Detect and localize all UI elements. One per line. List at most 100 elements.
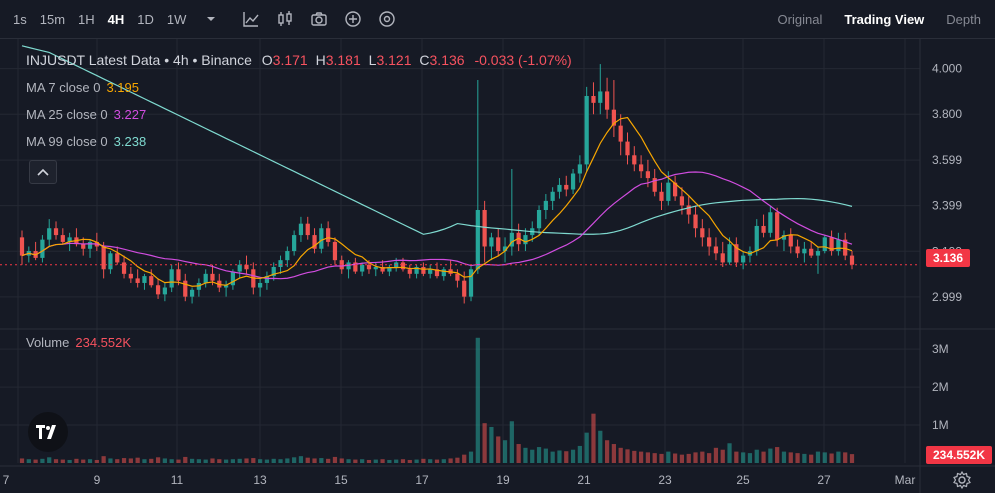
volume-bar	[795, 453, 800, 463]
ma25-value: 3.227	[113, 107, 147, 122]
volume-bar	[217, 459, 222, 463]
volume-bar	[155, 457, 161, 463]
volume-bar	[679, 454, 685, 463]
timeframe-1d[interactable]: 1D	[137, 11, 154, 27]
price-tick-label: 4.000	[932, 62, 962, 76]
candle-body	[230, 271, 236, 286]
camera-icon[interactable]	[310, 10, 328, 28]
high-label: H	[315, 52, 326, 68]
candle-body	[312, 235, 317, 249]
collapse-legend-button[interactable]	[29, 160, 57, 184]
timeframe-1h[interactable]: 1H	[78, 11, 95, 27]
volume-bar	[781, 451, 787, 463]
current-volume-tag: 234.552K	[926, 446, 992, 464]
volume-bar	[659, 453, 664, 463]
volume-bar	[428, 459, 433, 463]
ma25-legend: MA 25 close 0 3.227	[26, 107, 146, 122]
volume-value: 234.552K	[75, 335, 132, 350]
candle-body	[632, 155, 637, 165]
close-value: 3.136	[429, 52, 465, 68]
candle-body	[434, 269, 440, 277]
candle-body	[775, 212, 780, 240]
volume-legend: Volume 234.552K	[26, 335, 131, 350]
volume-bar	[604, 440, 610, 463]
volume-bar	[455, 457, 460, 463]
volume-bar	[468, 451, 474, 463]
time-tick-label: 7	[3, 473, 10, 487]
candle-body	[421, 267, 426, 274]
settings-gear-icon[interactable]	[952, 470, 972, 490]
candle-body	[223, 285, 229, 288]
time-tick-label: 27	[817, 473, 831, 487]
candle-body	[604, 91, 610, 110]
candle-body	[176, 269, 181, 281]
candle-body	[523, 235, 528, 245]
candle-body	[707, 237, 712, 247]
candle-body	[781, 235, 787, 240]
volume-bar	[421, 458, 426, 463]
candle-body	[387, 267, 392, 272]
volume-bar	[237, 458, 242, 463]
volume-bar	[312, 458, 317, 463]
crosshair-settings-icon[interactable]	[378, 10, 396, 28]
volume-bar	[482, 423, 487, 463]
ma99-legend: MA 99 close 0 3.238	[26, 134, 146, 149]
candle-body	[829, 237, 834, 252]
volume-bar	[244, 458, 249, 463]
volume-bar	[203, 459, 208, 463]
volume-bar	[298, 456, 304, 463]
volume-bar	[285, 458, 290, 463]
candle-body	[761, 225, 766, 233]
timeframe-1w[interactable]: 1W	[166, 11, 187, 27]
candlestick-chart[interactable]: 4.0003.8003.5993.3993.1992.9993M2M1M7911…	[0, 39, 995, 493]
high-value: 3.181	[325, 52, 361, 68]
volume-bar	[734, 451, 739, 463]
time-tick-label: 21	[577, 473, 591, 487]
candle-body	[115, 253, 120, 263]
volume-bar	[754, 449, 759, 463]
volume-bar	[108, 458, 113, 463]
candle-body	[482, 210, 487, 247]
ma7-line	[21, 116, 853, 287]
view-tab-original[interactable]: Original	[777, 11, 823, 27]
volume-bar	[94, 459, 99, 463]
time-tick-label: 11	[171, 473, 184, 487]
candle-body	[849, 255, 855, 265]
ma99-value: 3.238	[113, 134, 147, 149]
chart-type-icon[interactable]	[276, 10, 294, 28]
volume-bar	[176, 459, 181, 463]
volume-bar	[611, 444, 616, 463]
volume-bar	[373, 459, 378, 463]
candle-body	[162, 287, 167, 295]
candle-body	[815, 251, 821, 256]
volume-bar	[625, 449, 630, 463]
tradingview-logo[interactable]	[28, 412, 68, 452]
timeframe-4h[interactable]: 4H	[107, 11, 125, 27]
volume-bar	[802, 453, 807, 463]
volume-bar	[666, 451, 671, 463]
candle-body	[366, 264, 372, 270]
candle-body	[285, 251, 290, 261]
candle-body	[142, 276, 147, 283]
time-tick-label: 9	[94, 473, 101, 487]
time-tick-label: 15	[334, 473, 348, 487]
timeframe-1s[interactable]: 1s	[13, 11, 27, 27]
candle-body	[475, 210, 480, 270]
view-tab-trading-view[interactable]: Trading View	[844, 11, 925, 27]
timeframe-15m[interactable]: 15m	[39, 11, 66, 27]
candle-body	[244, 264, 249, 270]
view-tab-depth[interactable]: Depth	[946, 11, 981, 27]
volume-bar	[305, 457, 310, 463]
indicators-icon[interactable]	[242, 10, 260, 28]
candle-body	[645, 171, 651, 179]
add-indicator-icon[interactable]	[344, 10, 362, 28]
candle-body	[428, 269, 433, 274]
timeframe-dropdown-icon[interactable]	[202, 10, 220, 28]
volume-bar	[394, 459, 399, 463]
candle-body	[468, 269, 474, 297]
candle-body	[489, 237, 494, 247]
candle-body	[802, 248, 807, 254]
volume-bar	[516, 444, 521, 463]
volume-bar	[40, 458, 45, 463]
volume-bar	[407, 459, 412, 463]
